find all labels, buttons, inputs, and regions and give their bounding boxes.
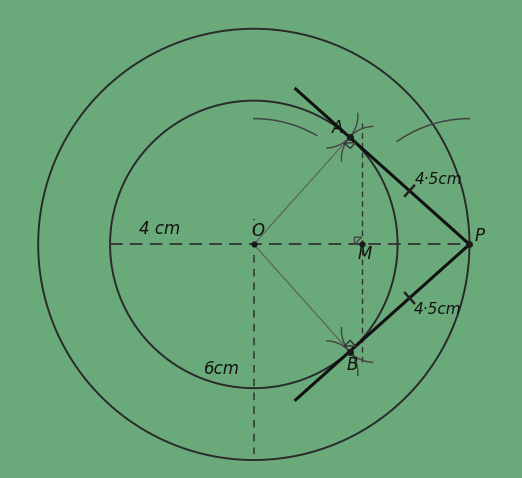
Text: O: O [251,222,264,240]
Text: 4 cm: 4 cm [139,219,180,238]
Text: P: P [475,227,485,245]
Text: 4·5cm: 4·5cm [415,173,462,187]
Text: 6cm: 6cm [204,360,240,378]
Text: 4·5cm: 4·5cm [414,302,461,317]
Text: M: M [358,246,372,263]
Text: A: A [331,119,343,137]
Text: B: B [347,356,358,373]
